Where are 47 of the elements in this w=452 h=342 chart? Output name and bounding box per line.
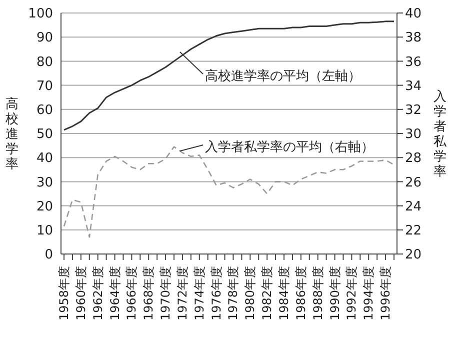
x-tick-label: 1988年度 (310, 266, 325, 321)
y-tick-label: 20 (36, 199, 53, 214)
x-tick-label: 1978年度 (226, 266, 240, 321)
y2-tick-label: 20 (405, 248, 422, 263)
y-tick-label: 50 (36, 127, 53, 142)
x-tick-label: 1994年度 (362, 266, 376, 321)
y-tick-label: 90 (36, 30, 53, 46)
x-tick-label: 1970年度 (158, 266, 173, 321)
x-tick-label: 1992年度 (344, 266, 359, 321)
x-tick-label: 1972年度 (175, 266, 190, 321)
y2-tick-label: 24 (405, 199, 422, 214)
x-tick-label: 1990年度 (328, 266, 342, 321)
line-series (63, 20, 395, 131)
x-tick-label: 1974年度 (192, 266, 206, 321)
x-tick-label: 1962年度 (90, 266, 105, 321)
x-tick-label: 1958年度 (57, 266, 71, 321)
y2-axis-title: 入学者私学率 (434, 90, 448, 180)
y-tick-label: 70 (36, 78, 53, 94)
annotation: 高校進学率の平均（左軸） (205, 68, 361, 84)
x-tick-label: 1960年度 (74, 266, 88, 321)
y-tick-label: 0 (44, 248, 53, 263)
x-tick-label: 1986年度 (294, 266, 308, 321)
x-tick-label: 1964年度 (108, 266, 122, 321)
y-tick-label: 100 (28, 6, 53, 22)
y-tick-label: 80 (36, 54, 53, 70)
y2-tick-label: 22 (405, 224, 422, 239)
y-axis-title: 高校進学率 (4, 96, 18, 172)
y2-tick-label: 34 (405, 78, 422, 94)
x-tick-label: 1968年度 (142, 266, 156, 321)
y2-tick-label: 32 (405, 103, 422, 118)
y2-tick-label: 26 (405, 175, 422, 190)
y-tick-label: 40 (36, 151, 53, 166)
x-tick-label: 1984年度 (277, 266, 291, 321)
annotation: 入学者私学率の平均（右軸） (205, 139, 374, 155)
x-tick-label: 1982年度 (260, 266, 274, 321)
x-tick-label: 1976年度 (209, 266, 224, 321)
y-tick-label: 30 (36, 175, 53, 190)
x-tick-label: 1980年度 (243, 266, 258, 321)
y-tick-label: 10 (36, 224, 53, 239)
y-tick-label: 60 (36, 103, 53, 118)
y2-tick-label: 40 (405, 6, 422, 22)
y2-tick-label: 38 (405, 30, 422, 46)
y2-tick-label: 30 (405, 127, 422, 142)
x-tick-label: 1966年度 (124, 266, 139, 321)
x-tick-label: 1996年度 (378, 266, 393, 321)
y2-tick-label: 28 (405, 151, 422, 166)
y2-tick-label: 36 (405, 54, 422, 70)
